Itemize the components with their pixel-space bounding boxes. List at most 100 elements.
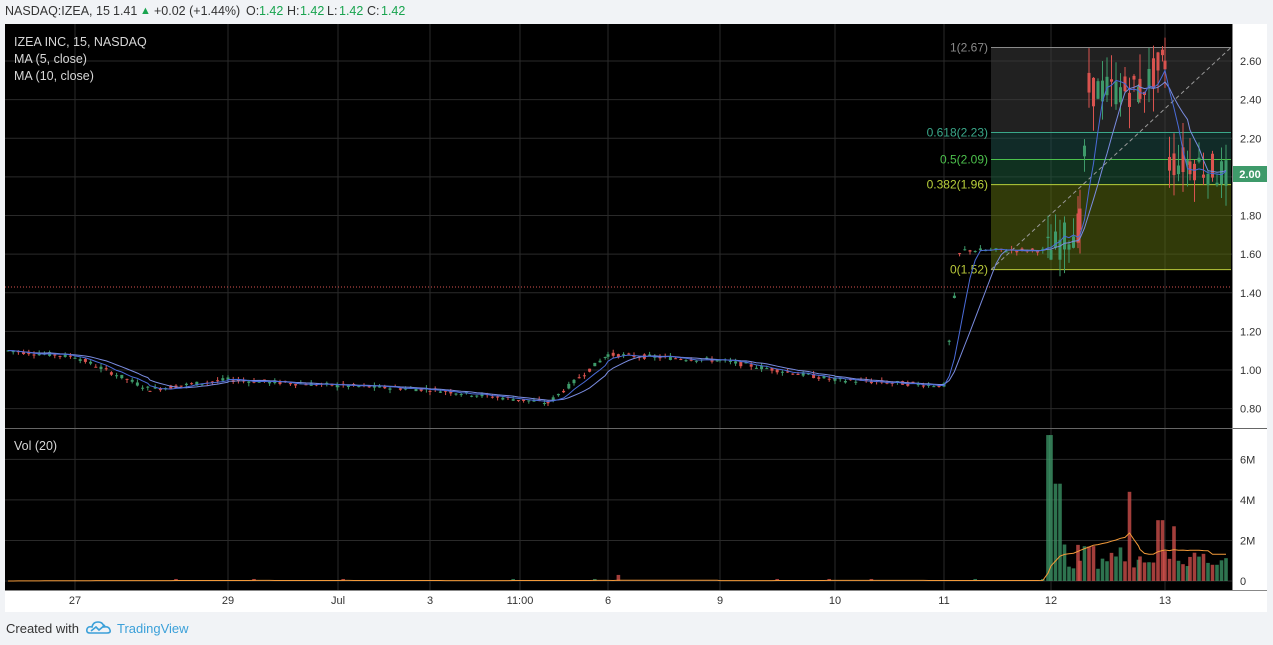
candle-body [705,357,709,359]
low-label: L: [327,4,338,18]
candle-body [786,371,790,373]
candle-body [911,381,915,383]
candle-body [200,383,204,385]
candle-body [522,399,526,401]
time-axis-background [5,590,1267,612]
candle-body [104,368,108,370]
candle-body [616,354,620,358]
candle-body [588,368,592,372]
volume-bar [1118,547,1123,581]
symbol-label[interactable]: NASDAQ:IZEA, 15 [5,4,110,18]
chart-area[interactable]: 1(2.67) 0.618(2.23) 0.5(2.09) 0.382(1.96) 0(… [0,0,1273,612]
candle-body [511,399,515,401]
fib-level-label: 0.618(2.23) [927,126,988,140]
candle-body [728,360,732,362]
candle-body [1193,163,1196,181]
ma10-legend[interactable]: MA (10, close) [14,69,94,83]
fib-trend-line [990,47,1232,270]
candle-body [141,387,145,389]
candle-body [449,391,453,394]
candle-body [833,377,837,381]
candle-body [16,351,20,353]
candle-body [68,355,72,357]
candle-body [1119,87,1122,103]
close-label: C: [367,4,380,18]
candle-body [546,401,550,404]
candle-body [58,355,62,357]
candle-body [1067,244,1071,250]
time-tick-label: 11:00 [507,595,534,607]
candle-body [1202,174,1205,178]
moving-averages [7,68,1227,403]
candle-body [190,383,194,385]
candle-body [1049,249,1053,260]
volume-bars [174,435,1228,581]
candle-body [226,377,230,380]
candle-body [1076,213,1080,243]
candle-body [994,248,998,250]
candle-body [838,378,842,380]
candle-body [1197,157,1201,162]
candle-body [760,365,764,370]
tradingview-cloud-icon[interactable] [86,620,112,636]
candle-body [1072,236,1075,248]
volume-bar [1147,562,1151,581]
volume-bar [1096,568,1100,581]
volume-bar [1078,560,1082,581]
volume-bar [775,578,779,581]
tradingview-link[interactable]: TradingView [117,621,189,636]
candle-body [1132,75,1136,80]
price-axis-background [1232,24,1267,612]
candle-body [1105,76,1109,96]
candle-body [496,396,500,398]
candle-body [120,374,124,379]
candle-body [532,400,536,402]
candle-body [968,250,972,252]
price-tick-label: 0.80 [1240,404,1261,416]
volume-axis[interactable]: 0 2M 4M 6M [1240,454,1255,588]
ma5-legend[interactable]: MA (5, close) [14,52,87,66]
candle-body [1156,52,1160,71]
candle-body [551,397,555,401]
candle-body [577,377,581,379]
volume-bar [1185,566,1190,581]
candle-body [1096,81,1100,99]
candle-body [1046,236,1050,239]
volume-bar [174,578,178,581]
fib-zone [991,184,1231,270]
volume-bar [1197,556,1201,581]
candle-body [556,393,560,396]
candle-body [593,362,597,367]
open-label: O: [246,4,260,18]
candle-body [414,388,418,392]
volume-tick-label: 4M [1240,495,1255,507]
volume-bar [1049,435,1053,581]
volume-ma [8,532,1227,582]
candle-body [1181,147,1185,172]
candle-body [739,361,743,367]
candle-body [99,366,103,369]
candle-body [542,403,546,405]
low-value: 1.42 [339,4,364,18]
candle-body [288,383,292,385]
chart-title[interactable]: IZEA INC, 15, NASDAQ [14,35,147,49]
candle-body [1041,248,1045,251]
volume-bar [1142,562,1147,581]
candle-body [674,358,678,360]
candle-body [454,393,458,395]
volume-tick-label: 6M [1240,454,1255,466]
volume-bar [1087,546,1091,581]
candle-body [146,386,150,388]
candle-body [627,353,631,355]
time-axis[interactable]: 27 29 Jul 3 11:00 6 9 10 11 12 13 [69,595,1171,607]
fib-level-label: 0.5(2.09) [940,153,988,167]
candle-body [247,381,251,383]
volume-bar [1132,567,1136,581]
volume-legend[interactable]: Vol (20) [14,439,57,453]
volume-bar [1109,552,1114,581]
volume-bar [1151,562,1156,581]
price-tick-label: 1.20 [1240,326,1261,338]
candle-body [952,295,956,299]
volume-bar [1210,564,1215,581]
candle-body [83,358,87,362]
